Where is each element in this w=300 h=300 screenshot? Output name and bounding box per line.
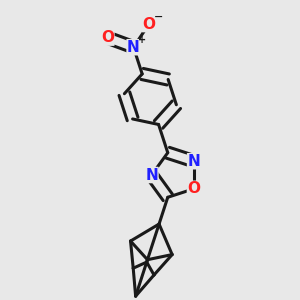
Text: −: −	[154, 11, 163, 21]
Text: N: N	[127, 40, 140, 55]
Text: N: N	[145, 167, 158, 182]
Text: N: N	[188, 154, 200, 169]
Text: O: O	[188, 181, 200, 196]
Text: +: +	[138, 34, 146, 44]
Text: O: O	[101, 30, 114, 45]
Text: O: O	[142, 16, 155, 32]
